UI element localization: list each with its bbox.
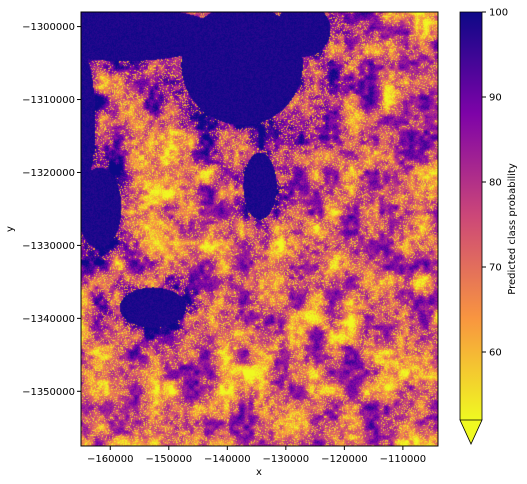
x-tick: −120000 — [321, 446, 368, 465]
colorbar-tick: 80 — [482, 178, 502, 189]
colorbar-tick-label: 80 — [489, 178, 502, 189]
y-tick: −1350000 — [22, 387, 81, 398]
x-tick-label: −120000 — [321, 454, 368, 465]
x-tick-label: −140000 — [204, 454, 251, 465]
x-tick: −130000 — [263, 446, 310, 465]
colorbar-tick: 90 — [482, 93, 502, 104]
colorbar: 60 70 80 90 100 Predicted class probability — [459, 8, 518, 445]
colorbar-tick: 100 — [482, 8, 508, 19]
heatmap-raster — [81, 12, 438, 446]
y-tick: −1310000 — [22, 95, 81, 106]
heatmap — [81, 12, 438, 446]
colorbar-extend-triangle — [459, 419, 483, 445]
colorbar-tick-label: 100 — [489, 8, 508, 19]
y-axis-ticks: −1300000 −1310000 −1320000 −1330000 −1340000… — [22, 22, 81, 398]
y-tick-label: −1350000 — [22, 387, 75, 398]
y-axis-label: y — [5, 226, 16, 232]
colorbar-tick: 70 — [482, 263, 502, 274]
y-tick: −1300000 — [22, 22, 81, 33]
y-tick: −1330000 — [22, 241, 81, 252]
y-tick: −1320000 — [22, 168, 81, 179]
x-tick: −160000 — [87, 446, 134, 465]
colorbar-tick-label: 70 — [489, 263, 502, 274]
y-tick-label: −1310000 — [22, 95, 75, 106]
x-tick: −150000 — [146, 446, 193, 465]
y-tick: −1340000 — [22, 314, 81, 325]
colorbar-tick-label: 90 — [489, 93, 502, 104]
x-tick: −110000 — [380, 446, 427, 465]
colorbar-frame — [459, 11, 483, 420]
colorbar-label: Predicted class probability — [507, 163, 518, 295]
x-tick: −140000 — [204, 446, 251, 465]
axes-frame — [80, 11, 439, 447]
y-tick-label: −1300000 — [22, 22, 75, 33]
y-tick-label: −1340000 — [22, 314, 75, 325]
colorbar-body — [460, 12, 482, 420]
colorbar-tick: 60 — [482, 348, 502, 359]
x-tick-label: −160000 — [87, 454, 134, 465]
x-tick-label: −150000 — [146, 454, 193, 465]
x-tick-label: −130000 — [263, 454, 310, 465]
x-axis-ticks: −160000 −150000 −140000 −130000 −120000 −1100… — [87, 446, 426, 465]
colorbar-tick-label: 60 — [489, 348, 502, 359]
y-tick-label: −1330000 — [22, 241, 75, 252]
x-axis-label: x — [256, 467, 262, 478]
colorbar-ticks: 60 70 80 90 100 — [482, 8, 508, 359]
y-tick-label: −1320000 — [22, 168, 75, 179]
x-tick-label: −110000 — [380, 454, 427, 465]
